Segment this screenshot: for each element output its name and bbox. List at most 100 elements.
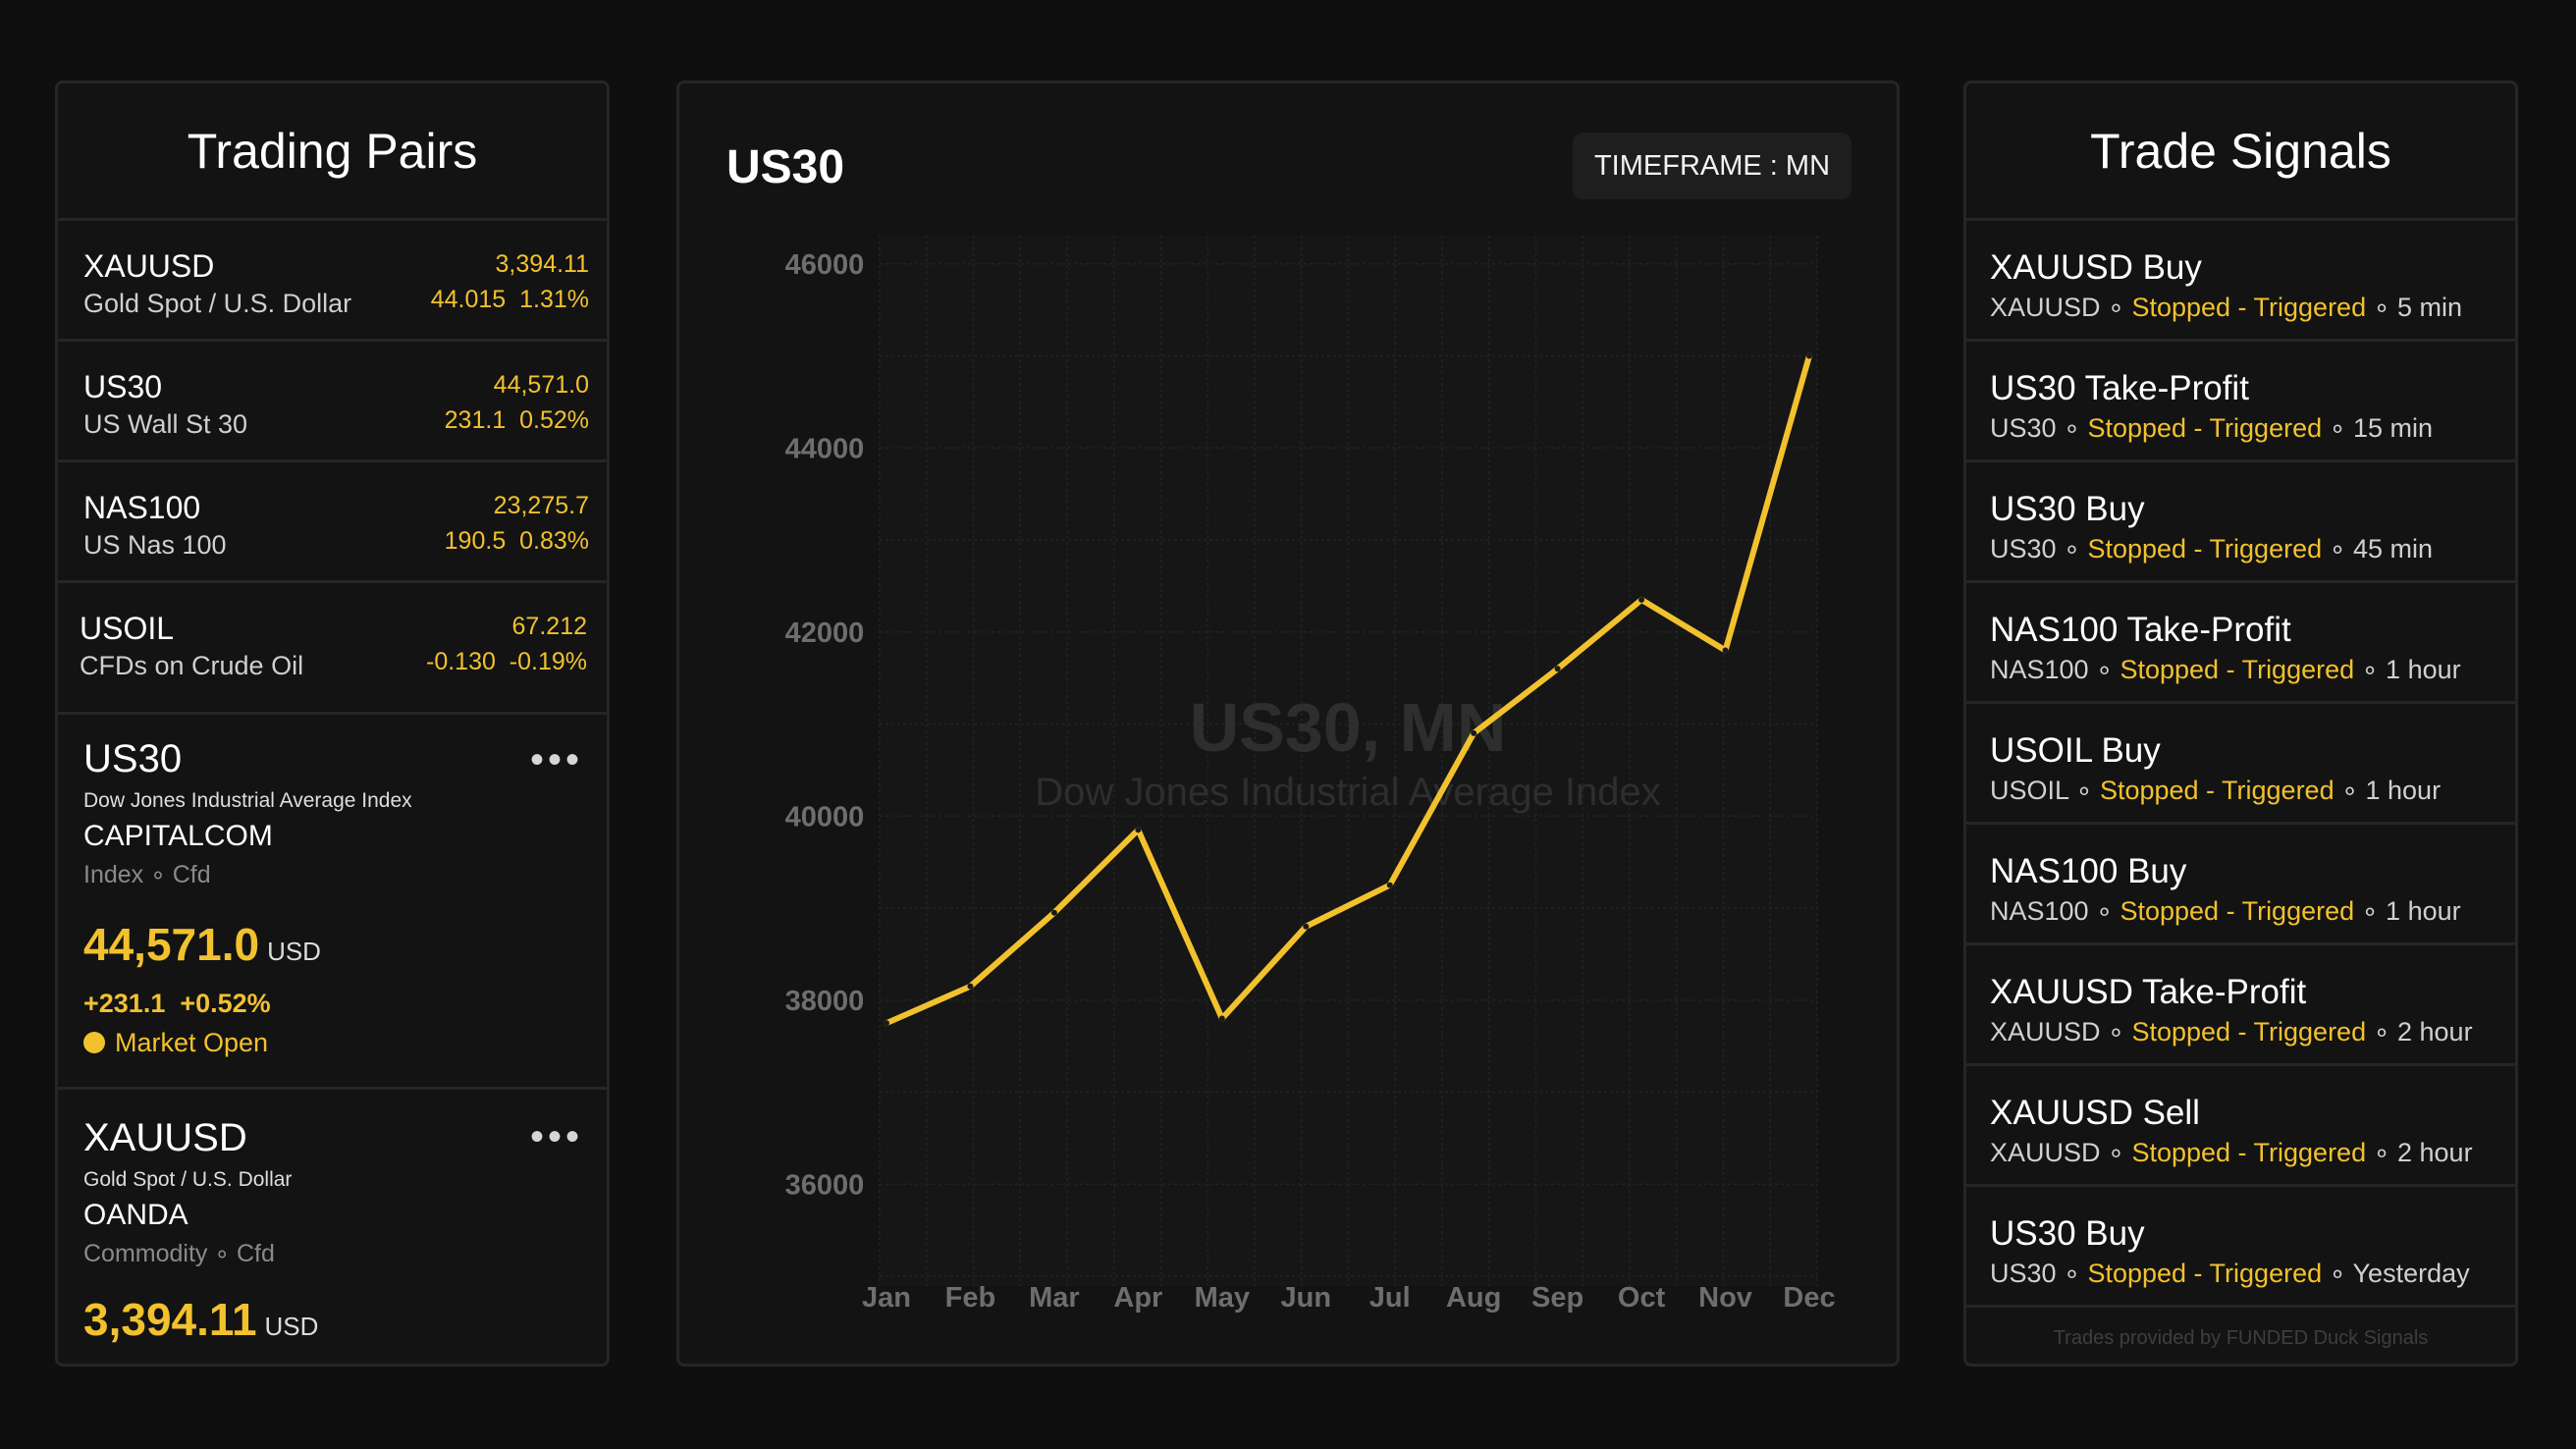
detail-change: +231.1 +0.52% [83,989,271,1018]
signal-time: Yesterday [2352,1259,2470,1288]
pair-change: 190.5 0.83% [444,527,589,555]
pair-name: US Wall St 30 [83,409,248,439]
detail-description: Gold Spot / U.S. Dollar [83,1168,293,1191]
signal-time: 2 hour [2397,1017,2473,1046]
y-tick-label: 44000 [785,433,865,464]
price-chart[interactable]: US30, MN Dow Jones Industrial Average Ind… [679,83,1900,1367]
pair-change: -0.130 -0.19% [426,648,587,675]
y-tick-label: 40000 [785,801,865,832]
y-tick-label: 42000 [785,617,865,649]
trade-signals-panel: Trade Signals XAUUSD Buy XAUUSD ∘ Stopped… [1963,80,2518,1367]
signal-title: NAS100 Take-Profit [1990,611,2291,649]
signal-meta: US30 ∘ Stopped - Triggered ∘ 45 min [1990,531,2496,566]
symbol-detail-card-us30[interactable]: ••• US30 Dow Jones Industrial Average In… [58,715,607,1090]
signal-meta: US30 ∘ Stopped - Triggered ∘ 15 min [1990,410,2496,446]
signal-item[interactable]: XAUUSD Buy XAUUSD ∘ Stopped - Triggered ∘… [1966,221,2515,342]
separator-dot: ∘ [2322,413,2354,443]
detail-unit: USD [267,937,321,966]
signal-status: Stopped - Triggered [2087,1259,2323,1288]
separator-dot: ∘ [2354,896,2387,926]
x-tick-label: Sep [1531,1282,1583,1314]
separator-dot: ∘ [2100,1017,2132,1046]
separator-dot: ∘ [2366,1017,2397,1046]
signals-footer: Trades provided by FUNDED Duck Signals [2053,1327,2429,1349]
signal-item[interactable]: NAS100 Take-Profit NAS100 ∘ Stopped - Tri… [1966,583,2515,704]
pair-row-xauusd[interactable]: XAUUSD Gold Spot / U.S. Dollar 3,394.11 … [58,221,607,342]
timeframe-selector[interactable]: TIMEFRAME : MN [1573,133,1852,199]
signal-status: Stopped - Triggered [2131,293,2367,322]
separator-dot: ∘ [2366,1138,2397,1167]
signal-list: XAUUSD Buy XAUUSD ∘ Stopped - Triggered ∘… [1966,221,2515,1308]
separator-dot: ∘ [2100,1138,2132,1167]
signal-item[interactable]: NAS100 Buy NAS100 ∘ Stopped - Triggered ∘… [1966,825,2515,945]
symbol-detail-card-xauusd[interactable]: ••• XAUUSD Gold Spot / U.S. Dollar OANDA… [58,1090,607,1364]
data-point [1135,827,1142,833]
more-options-icon[interactable]: ••• [529,1115,583,1158]
signal-status: Stopped - Triggered [2099,776,2334,805]
data-point [884,1020,889,1027]
detail-description: Dow Jones Industrial Average Index [83,789,412,812]
pair-row-usoil[interactable]: USOIL CFDs on Crude Oil 67.212 -0.130 -0… [58,583,607,715]
signal-meta: NAS100 ∘ Stopped - Triggered ∘ 1 hour [1990,893,2496,929]
data-point [1303,923,1310,930]
pair-row-nas100[interactable]: NAS100 US Nas 100 23,275.7 190.5 0.83% [58,462,607,583]
detail-unit: USD [264,1312,319,1341]
signal-title: US30 Buy [1990,1214,2145,1253]
signal-item[interactable]: US30 Take-Profit US30 ∘ Stopped - Trigger… [1966,342,2515,462]
data-point [967,983,974,990]
separator-dot: ∘ [2366,293,2397,322]
signal-symbol: US30 [1990,534,2057,564]
signal-symbol: NAS100 [1990,896,2089,926]
signal-time: 15 min [2353,413,2434,443]
signal-symbol: XAUUSD [1990,293,2101,322]
x-tick-label: Jan [862,1282,911,1314]
pair-row-us30[interactable]: US30 US Wall St 30 44,571.0 231.1 0.52% [58,342,607,462]
y-tick-label: 46000 [785,249,865,281]
data-point [1638,596,1645,603]
signal-status: Stopped - Triggered [2131,1017,2367,1046]
signal-title: USOIL Buy [1990,731,2161,770]
separator-dot: ∘ [2334,776,2366,805]
pair-name: Gold Spot / U.S. Dollar [83,289,352,318]
y-tick-label: 38000 [785,986,865,1017]
pair-symbol: XAUUSD [83,248,215,284]
signal-symbol: NAS100 [1990,655,2089,684]
signal-item[interactable]: US30 Buy US30 ∘ Stopped - Triggered ∘ Yes… [1966,1187,2515,1308]
detail-broker: CAPITALCOM [83,820,273,852]
market-status-label: Market Open [115,1028,269,1057]
signal-item[interactable]: XAUUSD Take-Profit XAUUSD ∘ Stopped - Tri… [1966,945,2515,1066]
x-tick-label: Jun [1280,1282,1331,1314]
signal-time: 5 min [2397,293,2463,322]
signal-item[interactable]: US30 Buy US30 ∘ Stopped - Triggered ∘ 45 … [1966,462,2515,583]
pair-price: 44,571.0 [493,371,589,399]
signal-title: US30 Take-Profit [1990,369,2249,407]
signal-title: US30 Buy [1990,490,2145,528]
signal-symbol: US30 [1990,1259,2057,1288]
pair-price: 67.212 [511,613,587,640]
signal-symbol: US30 [1990,413,2057,443]
signal-meta: US30 ∘ Stopped - Triggered ∘ Yesterday [1990,1256,2496,1291]
separator-dot: ∘ [2088,655,2120,684]
signal-time: 1 hour [2386,655,2461,684]
signal-status: Stopped - Triggered [2131,1138,2367,1167]
detail-symbol: XAUUSD [83,1116,247,1159]
signal-item[interactable]: XAUUSD Sell XAUUSD ∘ Stopped - Triggered … [1966,1066,2515,1187]
pair-change: 231.1 0.52% [444,406,589,434]
trading-pairs-panel: Trading Pairs XAUUSD Gold Spot / U.S. Do… [55,80,610,1367]
chart-panel: US30, MN Dow Jones Industrial Average Ind… [676,80,1900,1367]
separator-dot: ∘ [2088,896,2120,926]
detail-price: 3,394.11 [83,1294,257,1345]
market-status: Market Open [83,1023,581,1062]
pair-price: 3,394.11 [495,250,589,278]
separator-dot: ∘ [2056,534,2088,564]
signal-status: Stopped - Triggered [2120,655,2355,684]
signal-status: Stopped - Triggered [2087,413,2323,443]
signal-item[interactable]: USOIL Buy USOIL ∘ Stopped - Triggered ∘ 1… [1966,704,2515,825]
signal-symbol: USOIL [1990,776,2069,805]
x-tick-label: Nov [1698,1282,1752,1314]
series-line [884,352,1812,1027]
pair-symbol: USOIL [80,611,175,646]
x-tick-label: Oct [1618,1282,1666,1314]
pair-symbol: NAS100 [83,490,201,525]
more-options-icon[interactable]: ••• [529,738,583,781]
